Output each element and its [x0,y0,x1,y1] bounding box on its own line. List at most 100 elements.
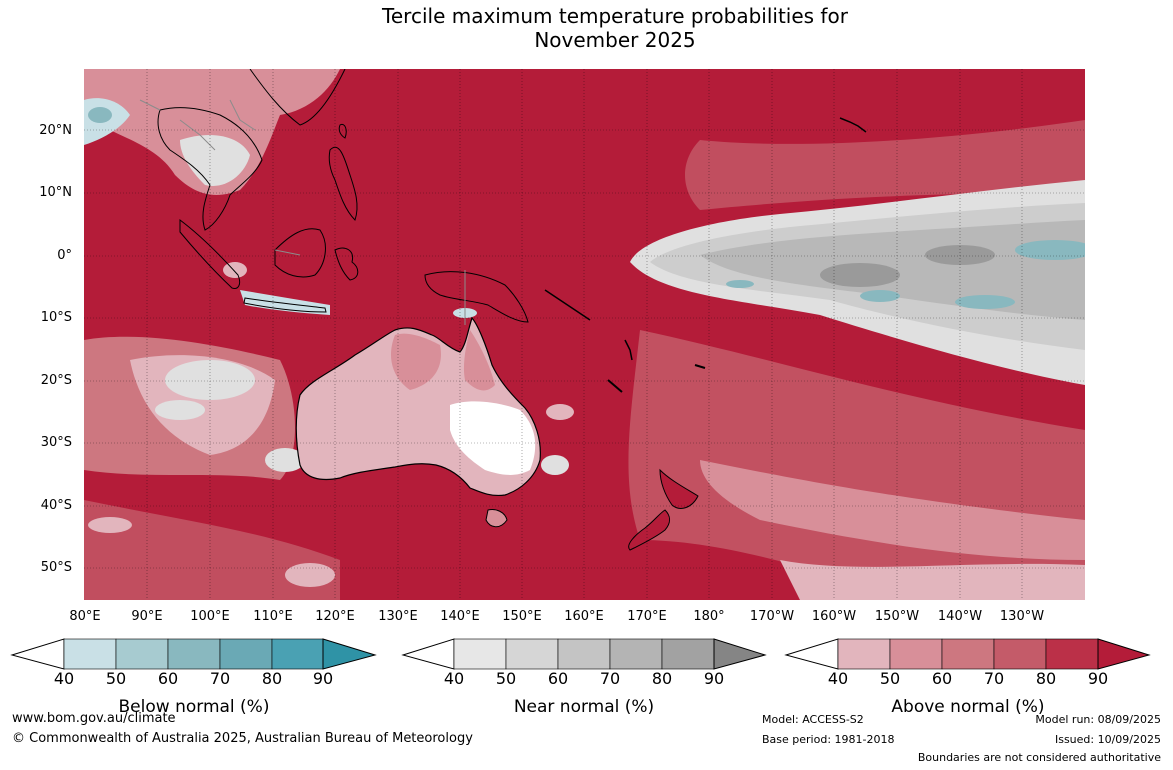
lat-label: 10°S [40,310,72,325]
colorbar-tick: 80 [651,669,673,688]
tasmania [486,509,507,527]
tasman-near [541,455,569,475]
indochina-coastline [157,107,263,231]
lat-label: 0° [57,248,72,263]
lon-label: 90°E [131,609,163,624]
tasmania-coastline [485,509,508,528]
fiji-islands [694,364,706,369]
map-title: Tercile maximum temperature probabilitie… [0,4,1173,52]
lon-label: 160°E [564,609,604,624]
java-coastline [243,297,327,313]
sumatra-pale [223,262,247,278]
lon-label: 120°E [315,609,355,624]
colorbar-title-near: Near normal (%) [513,697,655,717]
pacific-darker-patch [820,263,900,287]
pacific-below-patch [1015,240,1085,260]
footer-base-period: Base period: 1981-2018 [762,733,895,746]
lat-label: 10°N [39,185,72,200]
pacific-below-patch-3 [860,290,900,302]
se-asia-below-2 [88,107,112,123]
footer-copyright: © Commonwealth of Australia 2025, Austra… [12,731,473,746]
colorbar-below [10,638,377,670]
colorbar-tick: 40 [53,669,75,688]
taiwan-coastline [338,123,347,139]
nz-north [659,468,699,509]
nz-south [628,509,670,551]
solomon-islands [544,289,591,321]
china-coastline [249,69,346,126]
png-coastline [424,271,529,323]
title-line-1: Tercile maximum temperature probabilitie… [382,4,848,28]
se-asia-near [180,135,250,186]
colorbar-tick: 60 [157,669,179,688]
colorbar-tick: 50 [495,669,517,688]
north-pacific-band [685,120,1085,210]
colorbar-tick: 70 [983,669,1005,688]
hawaii-coastline [839,117,867,133]
lon-label: 170°W [749,609,795,624]
indian-ocean-near-2 [155,400,205,420]
colorbar-title-above: Above normal (%) [891,697,1045,717]
lon-label: 80°E [69,609,101,624]
colorbar-tick: 50 [105,669,127,688]
indian-ocean-near [165,360,255,400]
footer-model-run: Model run: 08/09/2025 [1035,713,1161,726]
colorbar-tick: 70 [599,669,621,688]
australia-darker-2 [463,330,495,391]
australia-darker [390,333,441,390]
southern-ocean-band [84,500,340,600]
lon-label: 130°E [378,609,418,624]
vanuatu-islands [624,339,633,361]
colorbar-tick: 90 [1087,669,1109,688]
lon-label: 180° [693,609,725,624]
se-asia-region [84,69,340,195]
lon-label: 170°E [627,609,667,624]
colorbar-tick: 90 [312,669,334,688]
country-borders [139,99,466,325]
south-pacific-band-pale [780,560,1085,600]
lon-label: 110°E [253,609,293,624]
south-pacific-band-light [700,460,1085,560]
footer-issued: Issued: 10/09/2025 [1054,733,1161,746]
colorbar-title-below: Below normal (%) [118,697,270,717]
footer-boundaries: Boundaries are not considered authoritat… [917,751,1161,764]
title-line-2: November 2025 [534,28,696,52]
colorbar-near [401,638,767,670]
australia-coastline [295,316,541,497]
indian-ocean-near-3 [265,448,305,472]
colorbar-tick: 70 [209,669,231,688]
pacific-below-patch-2 [955,295,1015,309]
colorbar-tick: 60 [547,669,569,688]
footer-url: www.bom.gov.au/climate [12,711,176,726]
sumatra-coastline [179,218,241,289]
lon-label: 160°W [811,609,857,624]
colorbar-tick: 40 [443,669,465,688]
lon-label: 140°W [937,609,983,624]
lon-label: 130°W [999,609,1045,624]
philippines-coastline [328,147,358,221]
footer-model: Model: ACCESS-S2 [762,713,864,726]
colorbar-above [784,638,1151,670]
colorbar-tick: 40 [827,669,849,688]
sulawesi-coastline [334,247,359,281]
pacific-below-patch-4 [726,280,754,288]
colorbar-tick: 80 [261,669,283,688]
borneo-coastline [274,228,326,278]
new-caledonia [607,379,623,393]
southern-ocean-pale-2 [88,517,132,533]
colorbar-tick: 90 [703,669,725,688]
lon-label: 100°E [190,609,230,624]
lon-label: 150°W [874,609,920,624]
lat-label: 20°S [40,373,72,388]
lat-label: 50°S [40,560,72,575]
southern-ocean-pale [285,563,335,587]
colorbar-tick: 80 [1035,669,1057,688]
java-pale [240,290,330,315]
colorbar-tick: 50 [879,669,901,688]
lon-label: 140°E [440,609,480,624]
lat-label: 20°N [39,123,72,138]
tasman-pale [546,404,574,420]
colorbar-tick: 60 [931,669,953,688]
lon-label: 150°E [502,609,542,624]
